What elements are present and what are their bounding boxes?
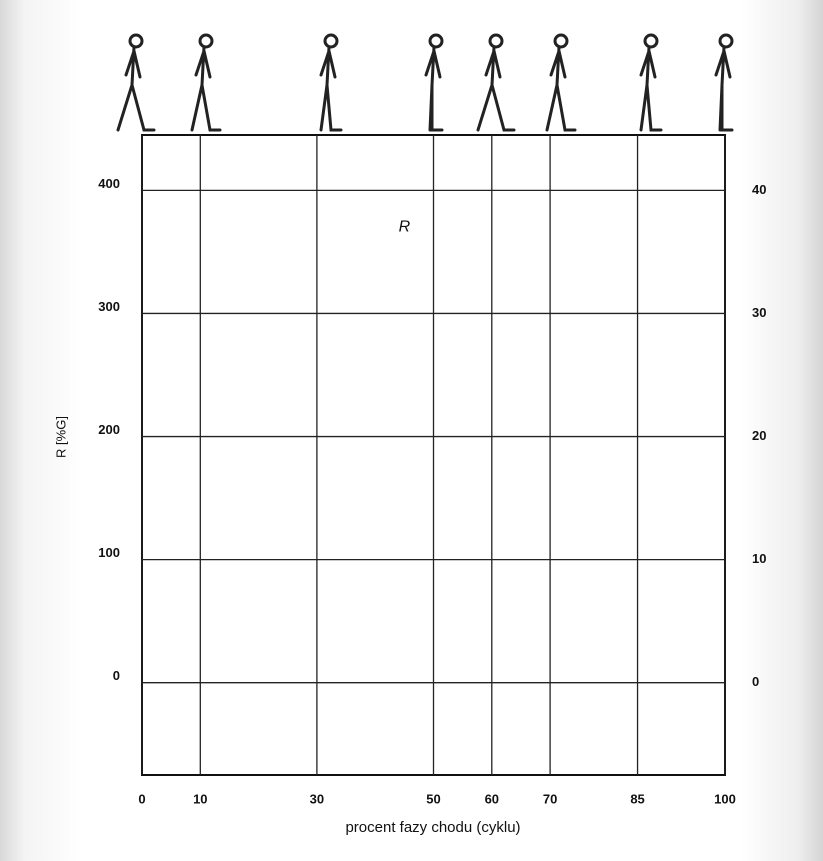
walking-figure	[319, 33, 343, 132]
figure-head	[128, 33, 144, 49]
walking-figure	[424, 33, 444, 132]
figure-body	[194, 45, 212, 87]
y-tick-label: 100	[98, 545, 120, 560]
figure-body	[549, 45, 567, 87]
walking-figure	[639, 33, 663, 132]
x-tick-label: 85	[630, 791, 644, 806]
figure-body	[424, 45, 442, 87]
walking-figures	[116, 33, 734, 132]
figure-legs	[639, 83, 663, 132]
figure-legs	[190, 83, 222, 132]
figure-head	[323, 33, 339, 49]
x-tick-label: 50	[426, 791, 440, 806]
y2-tick-label: 20	[752, 428, 766, 443]
figure-head	[488, 33, 504, 49]
figure-head	[553, 33, 569, 49]
figure-legs	[428, 83, 444, 132]
figure-legs	[476, 83, 516, 132]
y-tick-label: 0	[113, 668, 120, 683]
figure-head	[643, 33, 659, 49]
x-tick-label: 0	[138, 791, 145, 806]
figure-body	[714, 45, 732, 87]
figure-body	[639, 45, 657, 87]
x-tick-label: 30	[310, 791, 324, 806]
y-tick-label: 300	[98, 299, 120, 314]
x-tick-label: 60	[485, 791, 499, 806]
figure-legs	[545, 83, 577, 132]
figure-body	[319, 45, 337, 87]
y2-tick-label: 30	[752, 305, 766, 320]
annotation: R	[399, 219, 411, 236]
walking-figure	[714, 33, 734, 132]
x-tick-label: 70	[543, 791, 557, 806]
y-tick-label: 400	[98, 176, 120, 191]
y-axis-label: R [%G]	[53, 416, 68, 458]
walking-figure	[476, 33, 516, 132]
figure-body	[124, 45, 142, 87]
figure-head	[198, 33, 214, 49]
figure-legs	[116, 83, 156, 132]
walking-figure	[545, 33, 577, 132]
y2-tick-label: 10	[752, 551, 766, 566]
figure-legs	[718, 83, 734, 132]
figure-head	[718, 33, 734, 49]
figure-head	[428, 33, 444, 49]
y-tick-label: 200	[98, 422, 120, 437]
y2-tick-label: 40	[752, 182, 766, 197]
figure-legs	[319, 83, 343, 132]
x-axis-label: procent fazy chodu (cyklu)	[345, 819, 520, 836]
x-tick-label: 100	[714, 791, 736, 806]
walking-figure	[190, 33, 222, 132]
y2-tick-label: 0	[752, 674, 759, 689]
figure-body	[484, 45, 502, 87]
walking-figure	[116, 33, 156, 132]
x-tick-label: 10	[193, 791, 207, 806]
